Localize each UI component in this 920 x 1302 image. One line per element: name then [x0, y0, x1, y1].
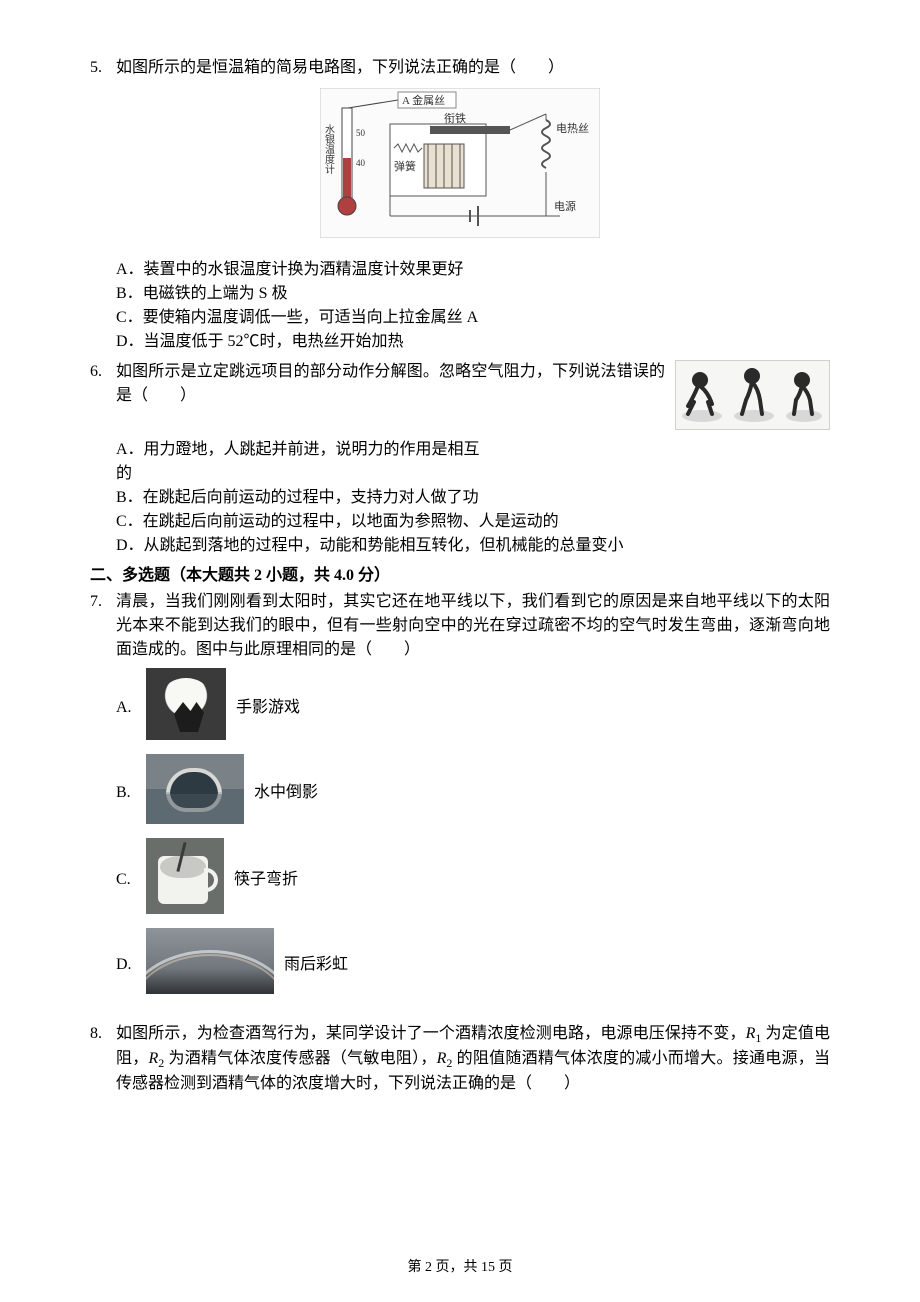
q5-circuit-diagram: 水银温度计 50 40 A 金属丝 衔铁 — [320, 88, 600, 238]
q5-text: 如图所示的是恒温箱的简易电路图，下列说法正确的是（ ） — [116, 56, 830, 80]
question-6: 6. — [90, 360, 830, 558]
q7-opt-d-image — [146, 928, 274, 994]
q8-number: 8. — [90, 1022, 116, 1046]
q7-opt-a-label: 手影游戏 — [236, 696, 300, 720]
q7-opt-b-image — [146, 754, 244, 824]
question-7: 7. 清晨，当我们刚刚看到太阳时，其实它还在地平线以下，我们看到它的原因是来自地… — [90, 590, 830, 1008]
q6-number: 6. — [90, 360, 116, 384]
q8-r2: R — [148, 1050, 158, 1067]
q7-opt-c-letter: C. — [116, 868, 140, 892]
q6-option-b: B．在跳起后向前运动的过程中，支持力对人做了功 — [116, 486, 830, 510]
q7-number: 7. — [90, 590, 116, 614]
q6-options: A．用力蹬地，人跳起并前进，说明力的作用是相互 — [116, 438, 830, 462]
q8-text: 如图所示，为检查酒驾行为，某同学设计了一个酒精浓度检测电路，电源电压保持不变，R… — [116, 1022, 830, 1096]
q6-figure-wrap — [675, 360, 830, 430]
q7-option-d: D. 雨后彩虹 — [116, 928, 830, 1002]
q5-options: A．装置中的水银温度计换为酒精温度计效果更好 B．电磁铁的上端为 S 极 C．要… — [116, 258, 830, 354]
q5-option-c: C．要使箱内温度调低一些，可适当向上拉金属丝 A — [116, 306, 830, 330]
q7-opt-a-image — [146, 668, 226, 740]
scale-lo: 40 — [356, 158, 366, 168]
q8-part-c: 为酒精气体浓度传感器（气敏电阻）， — [164, 1050, 436, 1067]
q7-opt-d-label: 雨后彩虹 — [284, 953, 348, 977]
q7-opt-b-label: 水中倒影 — [254, 781, 318, 805]
q6-option-a-line1: A．用力蹬地，人跳起并前进，说明力的作用是相互 — [116, 438, 830, 462]
q5-figure-wrap: 水银温度计 50 40 A 金属丝 衔铁 — [90, 88, 830, 246]
spring-label: 弹簧 — [394, 159, 416, 173]
scale-hi: 50 — [356, 128, 366, 138]
q8-r1: R — [746, 1025, 756, 1042]
q7-opt-c-image — [146, 838, 224, 914]
heater-label: 电热丝 — [556, 122, 589, 135]
q6-option-c: C．在跳起后向前运动的过程中，以地面为参照物、人是运动的 — [116, 510, 830, 534]
q5-option-a: A．装置中的水银温度计换为酒精温度计效果更好 — [116, 258, 830, 282]
wire-label: A 金属丝 — [402, 93, 445, 107]
q6-jump-figure — [675, 360, 830, 430]
q6-option-a-line2: 的 — [116, 462, 830, 486]
q5-number: 5. — [90, 56, 116, 80]
question-8: 8. 如图所示，为检查酒驾行为，某同学设计了一个酒精浓度检测电路，电源电压保持不… — [90, 1022, 830, 1096]
q7-opt-d-letter: D. — [116, 953, 140, 977]
q7-opt-a-letter: A. — [116, 696, 140, 720]
q8-r2b: R — [437, 1050, 447, 1067]
q7-option-b: B. 水中倒影 — [116, 754, 830, 832]
q7-option-a: A. 手影游戏 — [116, 668, 830, 748]
q5-option-b: B．电磁铁的上端为 S 极 — [116, 282, 830, 306]
q6-option-d: D．从跳起到落地的过程中，动能和势能相互转化，但机械能的总量变小 — [116, 534, 830, 558]
q7-option-c: C. 筷子弯折 — [116, 838, 830, 922]
q5-option-d: D．当温度低于 52℃时，电热丝开始加热 — [116, 330, 830, 354]
q7-opt-b-letter: B. — [116, 781, 140, 805]
power-label: 电源 — [554, 199, 576, 213]
q7-text: 清晨，当我们刚刚看到太阳时，其实它还在地平线以下，我们看到它的原因是来自地平线以… — [116, 590, 830, 662]
iron-label: 衔铁 — [444, 112, 466, 125]
question-5: 5. 如图所示的是恒温箱的简易电路图，下列说法正确的是（ ） 水银温度计 50 … — [90, 56, 830, 354]
q8-part-a: 如图所示，为检查酒驾行为，某同学设计了一个酒精浓度检测电路，电源电压保持不变， — [116, 1025, 746, 1042]
thermo-label: 水银温度计 — [323, 124, 335, 175]
section-2-heading: 二、多选题（本大题共 2 小题，共 4.0 分） — [90, 564, 830, 588]
page-footer: 第 2 页，共 15 页 — [0, 1257, 920, 1278]
q7-opt-c-label: 筷子弯折 — [234, 868, 298, 892]
